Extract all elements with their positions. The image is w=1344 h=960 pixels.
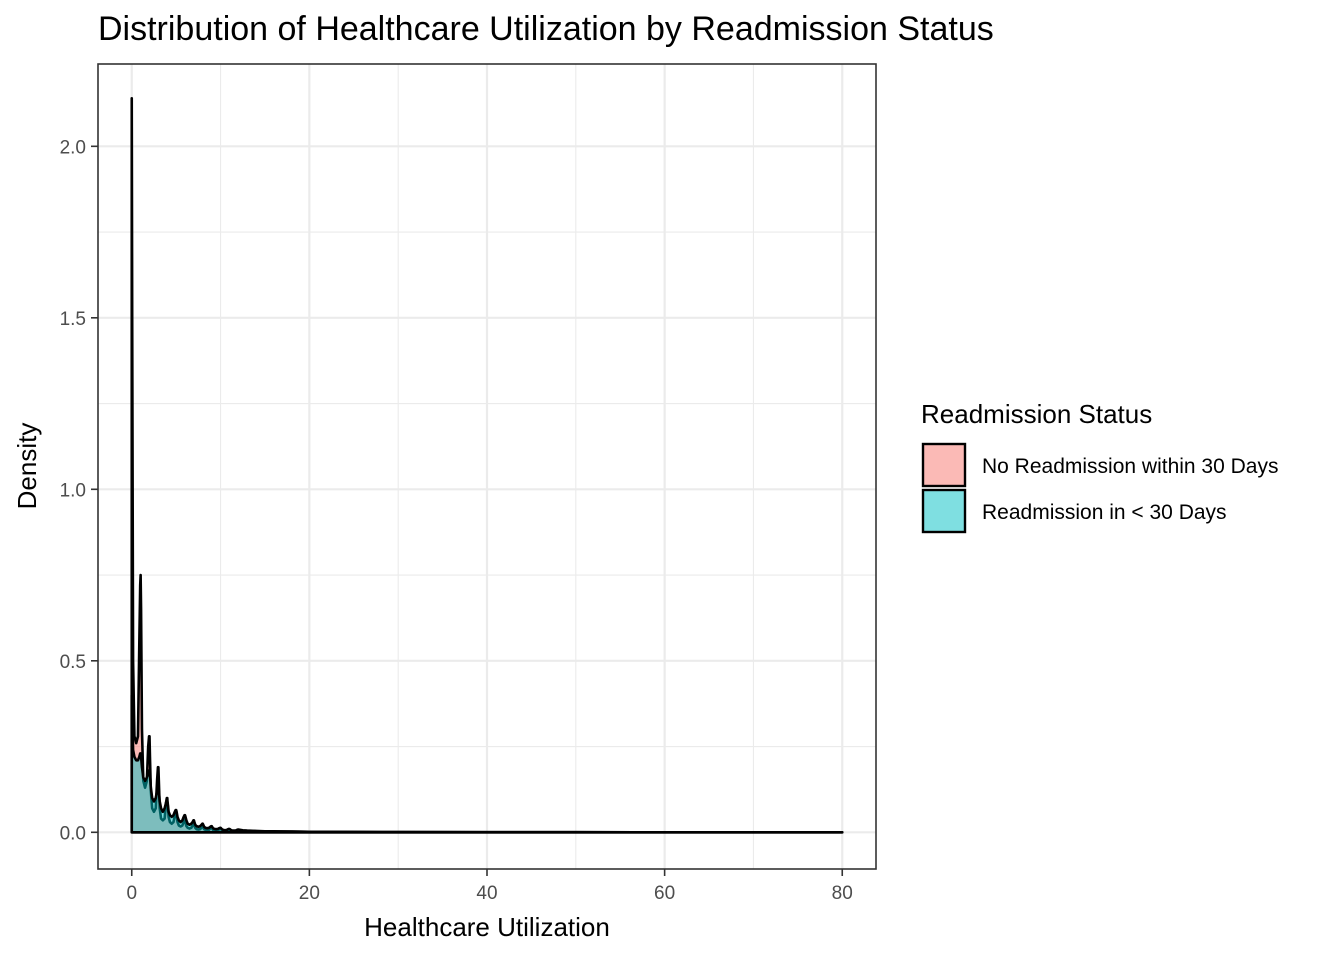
legend-label-no-readmission: No Readmission within 30 Days xyxy=(982,455,1278,478)
x-tick-label: 40 xyxy=(476,883,497,904)
plot-panel xyxy=(97,63,877,870)
legend-label-readmission: Readmission in < 30 Days xyxy=(982,501,1227,524)
x-axis: 0 20 40 60 80 xyxy=(126,869,853,904)
legend-key-readmission xyxy=(921,488,967,534)
y-tick-label: 0.5 xyxy=(60,652,86,673)
legend-title: Readmission Status xyxy=(921,399,1152,429)
chart-title: Distribution of Healthcare Utilization b… xyxy=(98,10,994,48)
y-axis-title: Density xyxy=(12,423,42,510)
y-tick-label: 1.0 xyxy=(60,480,86,501)
x-tick-label: 20 xyxy=(299,883,320,904)
y-tick-label: 0.0 xyxy=(60,823,86,844)
y-tick-label: 1.5 xyxy=(60,309,86,330)
legend-item-no-readmission: No Readmission within 30 Days xyxy=(921,442,1278,488)
legend-key-no-readmission xyxy=(921,442,967,488)
y-axis: 0.0 0.5 1.0 1.5 2.0 xyxy=(60,137,98,844)
x-axis-title: Healthcare Utilization xyxy=(364,912,610,942)
y-tick-label: 2.0 xyxy=(60,137,86,158)
legend: Readmission Status No Readmission within… xyxy=(921,399,1278,534)
legend-item-readmission: Readmission in < 30 Days xyxy=(921,488,1227,534)
x-tick-label: 60 xyxy=(654,883,675,904)
series-layer xyxy=(130,97,844,834)
x-tick-label: 0 xyxy=(126,883,137,904)
density-area-readmission xyxy=(130,693,844,834)
x-tick-label: 80 xyxy=(832,883,853,904)
